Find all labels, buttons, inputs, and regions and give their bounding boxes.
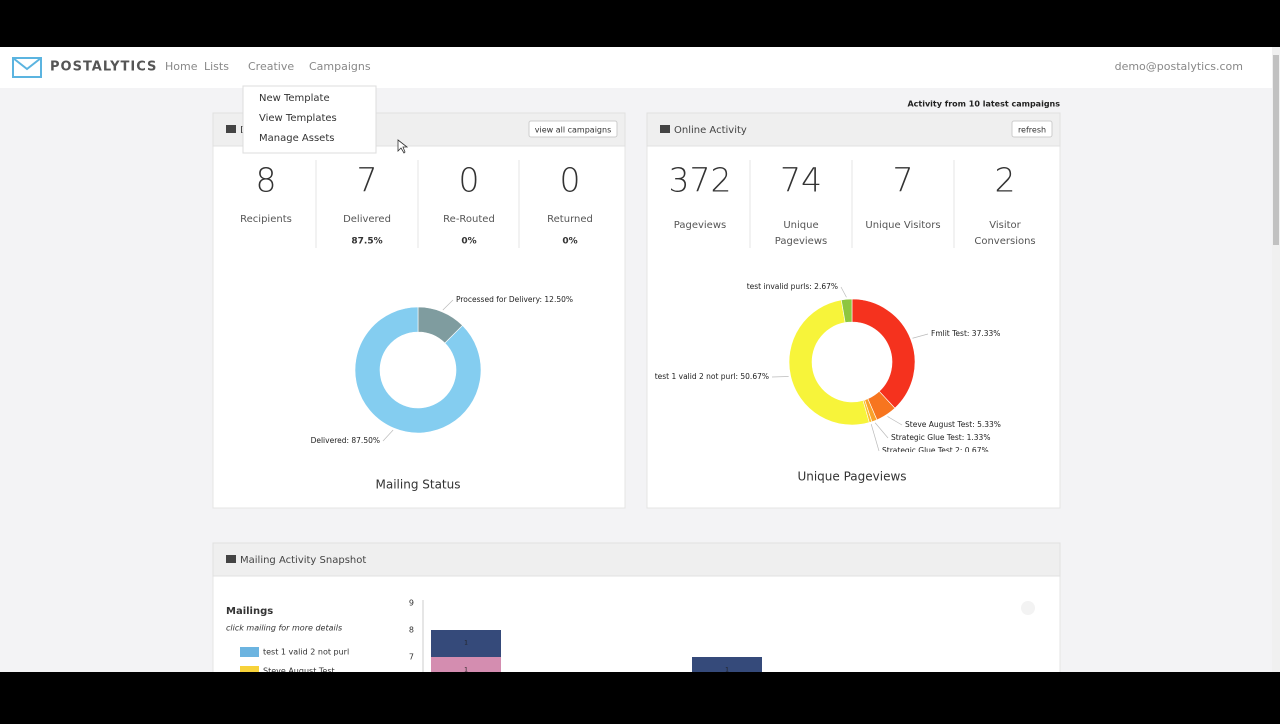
stat-value: 8	[256, 161, 277, 200]
panel-title: Mailing Activity Snapshot	[240, 555, 366, 566]
panel-title: Online Activity	[674, 125, 747, 136]
donut-labels: Fmlit Test: 37.33% Steve August Test: 5.3…	[655, 282, 1001, 455]
donut-label: test invalid purls: 2.67%	[747, 282, 838, 291]
logo	[12, 57, 42, 78]
legend-label[interactable]: test 1 valid 2 not purl	[263, 648, 349, 657]
donut-label: Fmlit Test: 37.33%	[931, 329, 1000, 338]
nav-item[interactable]: Lists	[204, 60, 229, 73]
button-label[interactable]: view all campaigns	[535, 126, 611, 135]
donut-label: Strategic Glue Test 2: 0.67%	[882, 446, 989, 455]
stat-percent: 0%	[461, 237, 476, 247]
panel-header	[212, 542, 1061, 577]
button-label[interactable]: refresh	[1018, 126, 1046, 135]
button[interactable]	[528, 120, 618, 138]
mailings-hint: click mailing for more details	[226, 624, 342, 633]
legend-label[interactable]: Steve August Test	[263, 667, 335, 676]
donut-segment	[354, 306, 482, 434]
leader-line	[840, 286, 847, 298]
download-icon[interactable]	[1021, 601, 1035, 615]
stat-label: Unique Visitors	[865, 220, 940, 231]
leader-line	[442, 299, 454, 311]
stat-label: Delivered	[343, 214, 391, 225]
donut-segment	[788, 299, 870, 426]
navbar	[0, 47, 1272, 88]
leader-line	[912, 333, 929, 339]
stat-value: 2	[995, 161, 1016, 200]
stat-value: 0	[459, 161, 480, 200]
mailings-heading: Mailings	[226, 606, 273, 617]
user-menu[interactable]: demo@postalytics.com	[1115, 60, 1243, 73]
stat-label: Returned	[547, 214, 593, 225]
leader-line	[771, 376, 789, 378]
dropdown-item[interactable]: New Template	[259, 93, 330, 104]
button[interactable]	[1011, 120, 1053, 138]
leader-line	[874, 422, 889, 439]
header-icon	[660, 125, 670, 133]
donut-segment	[840, 298, 853, 323]
header-icon	[226, 125, 236, 133]
stat-label: Visitor Conversions	[974, 220, 1035, 247]
y-tick-label: 7	[409, 653, 414, 662]
y-tick-label: 8	[409, 626, 414, 635]
brand: POSTALYTICS	[50, 60, 157, 75]
chart-title: Mailing Status	[376, 478, 461, 492]
leader-line	[887, 416, 903, 426]
legend-swatch	[240, 666, 259, 672]
bar	[431, 630, 501, 657]
cursor	[397, 139, 409, 154]
dropdown-menu	[242, 85, 377, 154]
donut-label: test 1 valid 2 not purl: 50.67%	[655, 372, 769, 381]
bar-label: 1	[464, 667, 468, 674]
stat-percent: 0%	[562, 237, 577, 247]
panel-header	[646, 112, 1061, 147]
stat-value: 7	[893, 161, 914, 200]
stat-value: 7	[357, 161, 378, 200]
nav-item[interactable]: Campaigns	[309, 60, 371, 73]
leader-line	[382, 429, 394, 442]
header-icon	[226, 555, 236, 563]
scroll-thumb	[1273, 55, 1279, 245]
y-tick-label: 9	[409, 599, 414, 608]
nav-item[interactable]: Home	[165, 60, 198, 73]
stat-label: Recipients	[240, 214, 292, 225]
dropdown-item[interactable]: Manage Assets	[259, 133, 334, 144]
bar	[431, 657, 501, 672]
donut-label: Strategic Glue Test: 1.33%	[891, 433, 990, 442]
scrollbar	[1272, 47, 1280, 672]
donut-labels: Processed for Delivery: 12.50% Delivered:…	[311, 295, 573, 445]
donut-label: Delivered: 87.50%	[311, 436, 380, 445]
dropdown-item[interactable]: View Templates	[259, 113, 337, 124]
stat-label: Re-Routed	[443, 214, 495, 225]
stat-value: 74	[780, 161, 822, 200]
bar	[692, 657, 762, 672]
stat-label: Pageviews	[674, 220, 726, 231]
stat-label: Unique Pageviews	[775, 220, 827, 247]
donut-label: Steve August Test: 5.33%	[905, 420, 1001, 429]
chart-title: Unique Pageviews	[797, 470, 906, 484]
stat-value: 0	[560, 161, 581, 200]
legend-swatch	[240, 647, 259, 657]
donut-label: Processed for Delivery: 12.50%	[456, 295, 573, 304]
leader-line	[870, 424, 880, 452]
bar-label: 1	[725, 667, 729, 674]
stat-percent: 87.5%	[351, 237, 382, 247]
activity-note: Activity from 10 latest campaigns	[907, 100, 1060, 109]
nav-item[interactable]: Creative	[248, 60, 294, 73]
stat-value: 372	[669, 161, 732, 200]
bar-label: 1	[464, 640, 468, 647]
